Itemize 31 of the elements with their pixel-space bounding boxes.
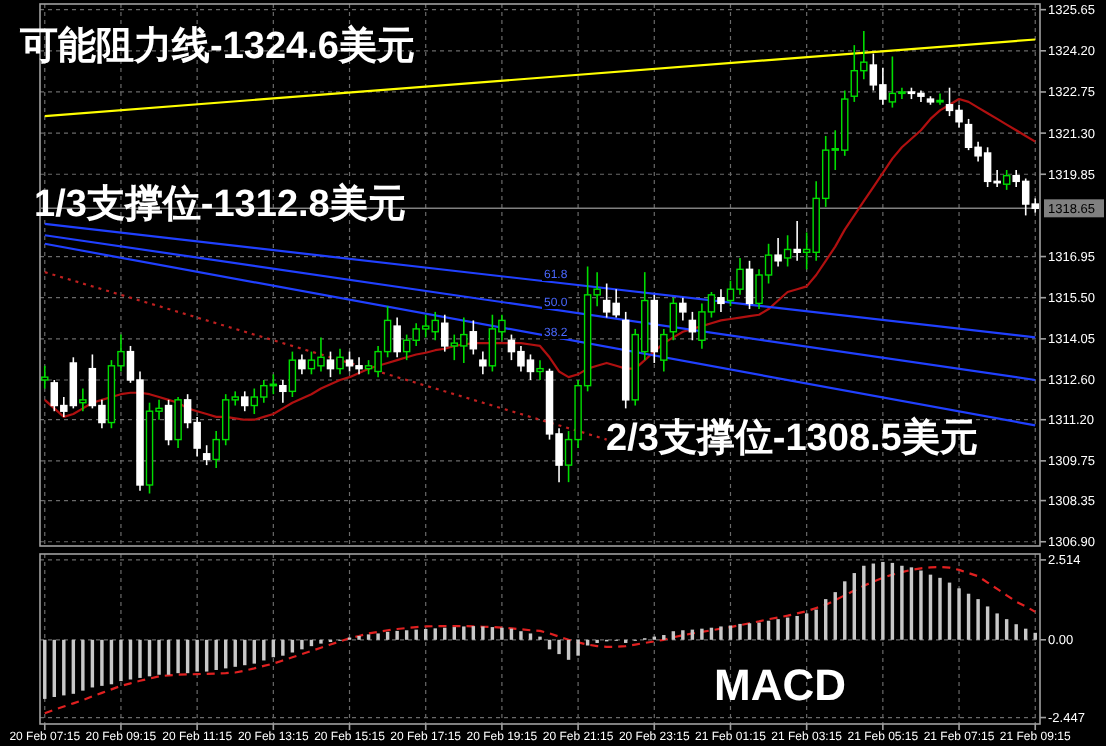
text: MACD [714,660,846,710]
candlestick [669,296,678,342]
candlestick [241,390,249,413]
candlestick [393,316,401,359]
candlestick [288,350,297,398]
candlestick [783,234,792,268]
annotation: 可能阻力线-1324.6美元 [18,24,415,68]
candlestick [774,237,782,268]
annotation: 2/3支撑位-1308.5美元 [606,416,978,460]
candlestick [745,260,754,310]
candlestick [298,353,306,376]
candlestick [679,296,687,322]
line-series [43,565,1037,715]
candlestick [717,288,725,313]
candlestick [441,313,449,353]
candlestick [41,365,49,390]
candlestick [1002,169,1011,191]
annotation: 1/3支撑位-1312.8美元 [34,182,406,226]
candlestick [793,220,801,262]
candlestick [536,359,544,381]
candlestick [336,347,344,376]
candlestick [279,379,287,404]
candlestick [936,92,944,106]
candlestick [79,387,87,413]
candlestick [164,399,173,447]
candlestick [174,396,182,449]
candlestick [326,350,335,378]
candlestick [479,350,487,376]
candlestick [469,319,478,356]
candlestick [202,444,211,466]
candlestick [660,328,668,373]
